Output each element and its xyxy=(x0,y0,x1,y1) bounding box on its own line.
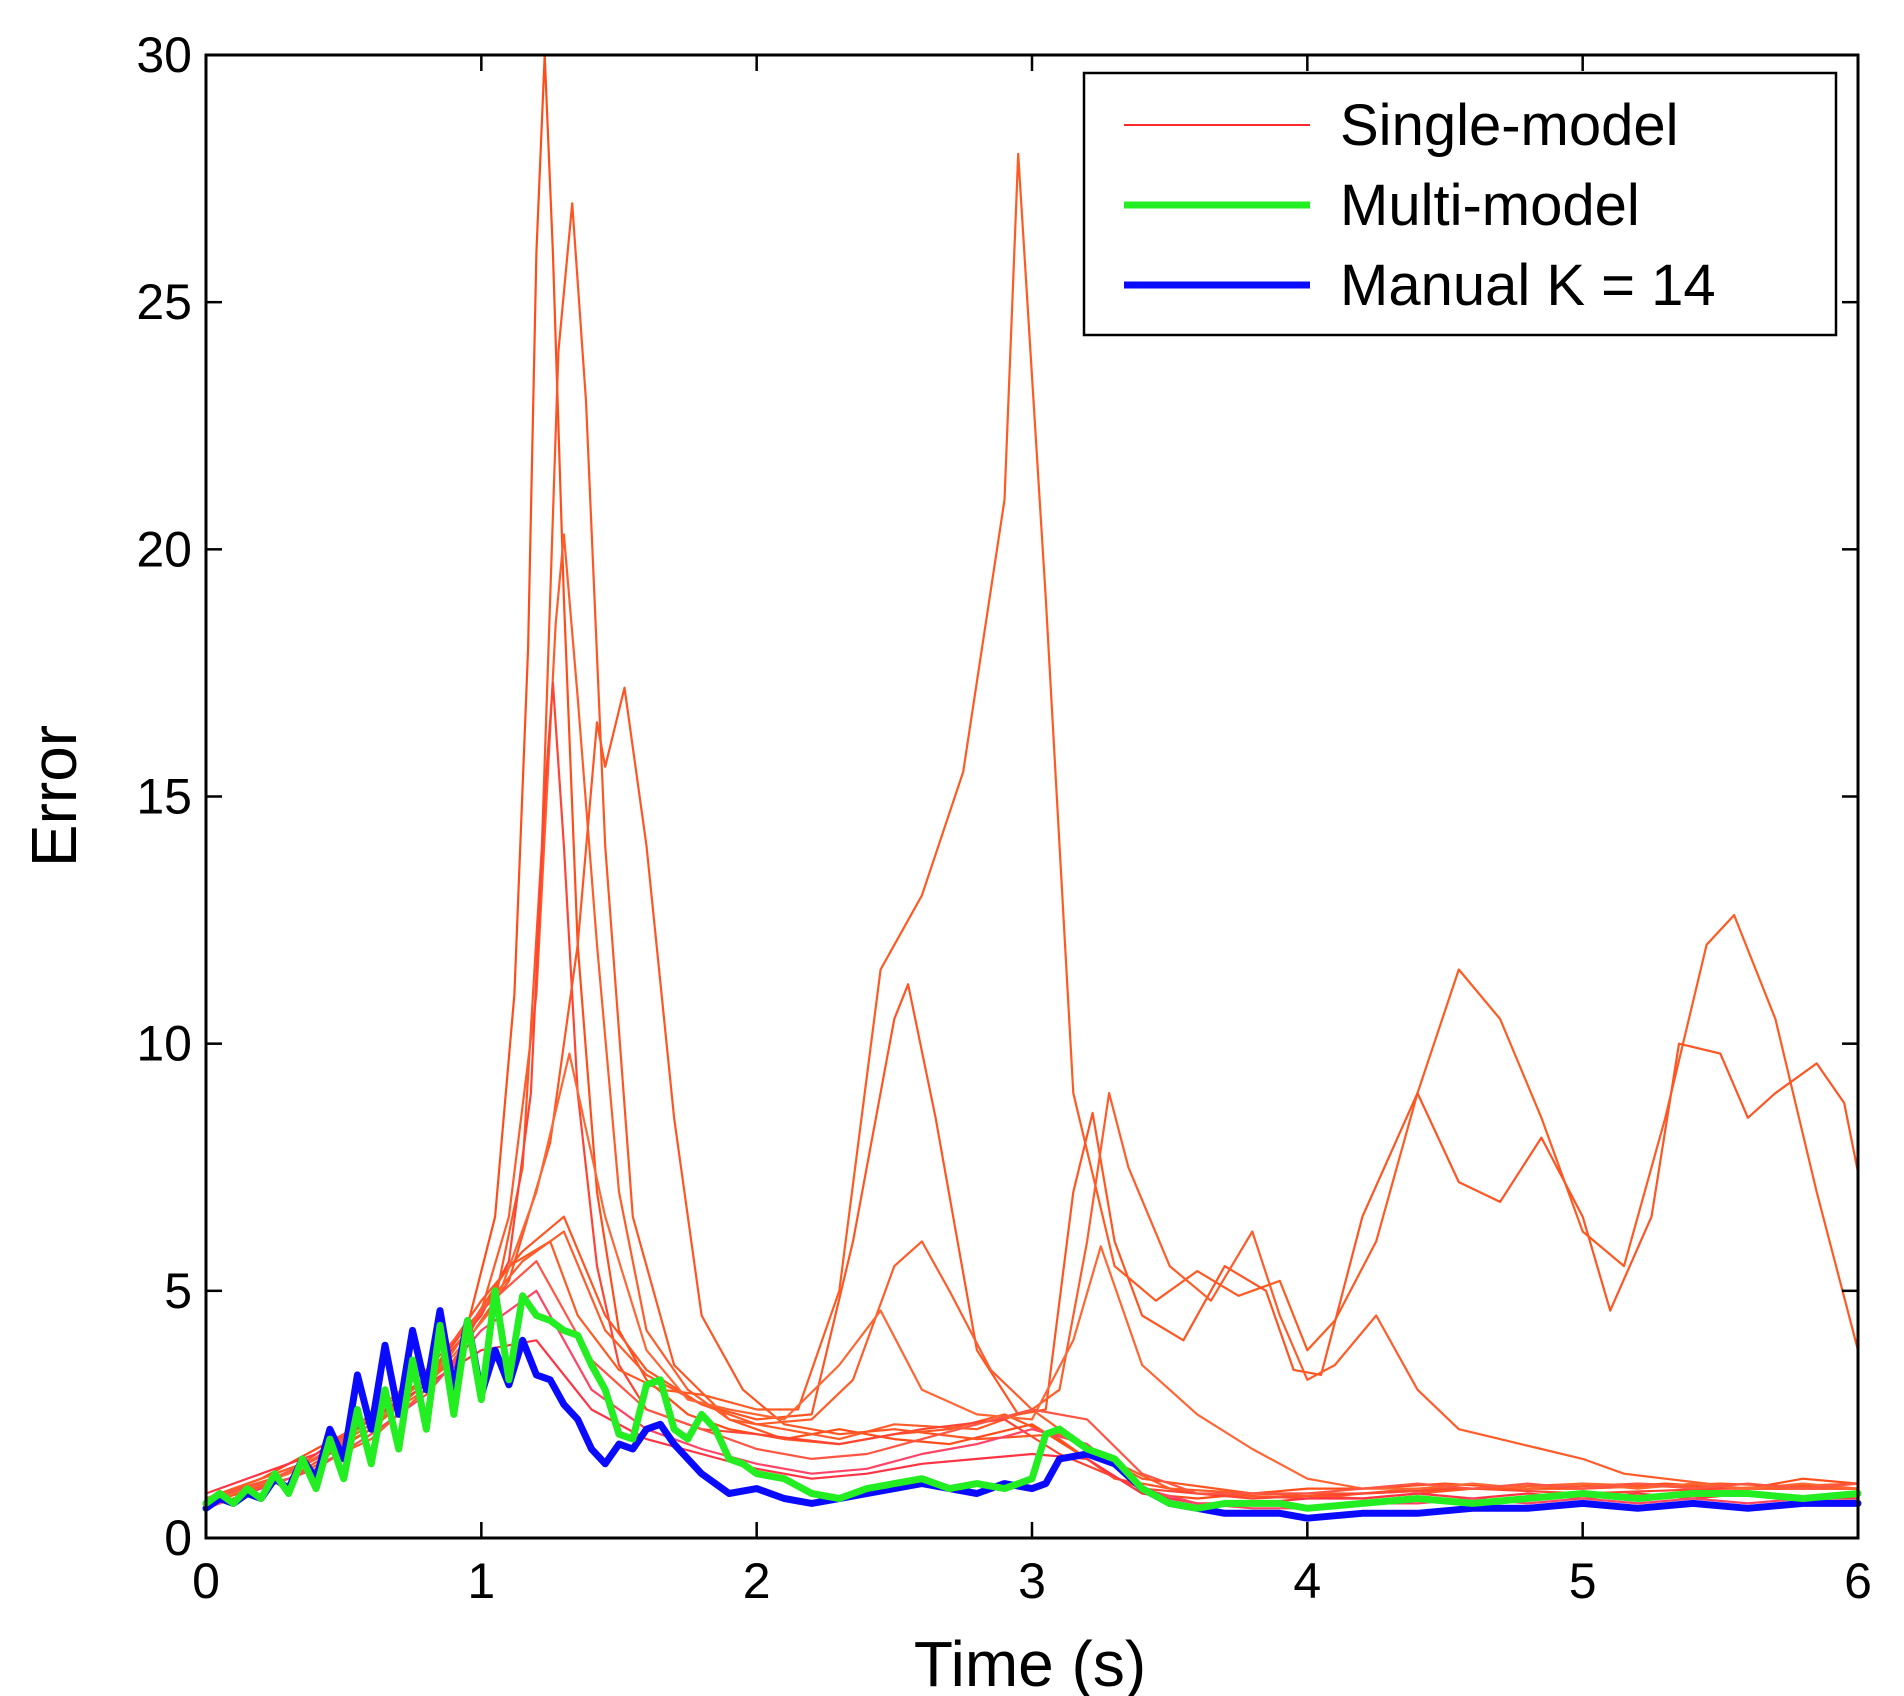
y-tick-label-10: 10 xyxy=(136,1016,192,1072)
legend-label-multi-model: Multi-model xyxy=(1340,173,1640,238)
y-tick-label-30: 30 xyxy=(136,27,192,83)
y-axis-label: Error xyxy=(18,725,90,867)
y-tick-label-5: 5 xyxy=(164,1263,192,1319)
y-tick-label-15: 15 xyxy=(136,769,192,825)
series-line-manual-13 xyxy=(202,1307,1862,1522)
legend: Single-model Multi-model Manual K = 14 xyxy=(1082,71,1838,337)
series-line-single-10 xyxy=(204,1289,1860,1510)
x-tick-label-0: 0 xyxy=(192,1553,220,1609)
x-tick-label-6: 6 xyxy=(1844,1553,1872,1609)
x-tick-label-4: 4 xyxy=(1293,1553,1321,1609)
series-line-single-6 xyxy=(204,983,1860,1500)
legend-label-single-model: Single-model xyxy=(1340,93,1679,158)
x-axis-label: Time (s) xyxy=(914,1628,1146,1696)
x-tick-label-5: 5 xyxy=(1569,1553,1597,1609)
series-line-multi-12 xyxy=(202,1287,1862,1512)
tick-layer: 0 1 2 3 4 5 6 0 5 10 15 20 25 30 xyxy=(136,27,1872,1609)
x-tick-label-3: 3 xyxy=(1018,1553,1046,1609)
series-line-single-11 xyxy=(204,1260,1860,1500)
y-tick-label-20: 20 xyxy=(136,521,192,577)
y-tick-label-25: 25 xyxy=(136,274,192,330)
y-tick-label-0: 0 xyxy=(164,1510,192,1566)
legend-label-manual-k: Manual K = 14 xyxy=(1340,253,1716,318)
x-tick-label-2: 2 xyxy=(743,1553,771,1609)
series-line-single-8 xyxy=(204,1052,1860,1505)
series-line-single-5 xyxy=(204,152,1860,1500)
x-tick-label-1: 1 xyxy=(467,1553,495,1609)
series-line-single-7 xyxy=(204,1091,1860,1500)
series-layer xyxy=(202,53,1862,1522)
